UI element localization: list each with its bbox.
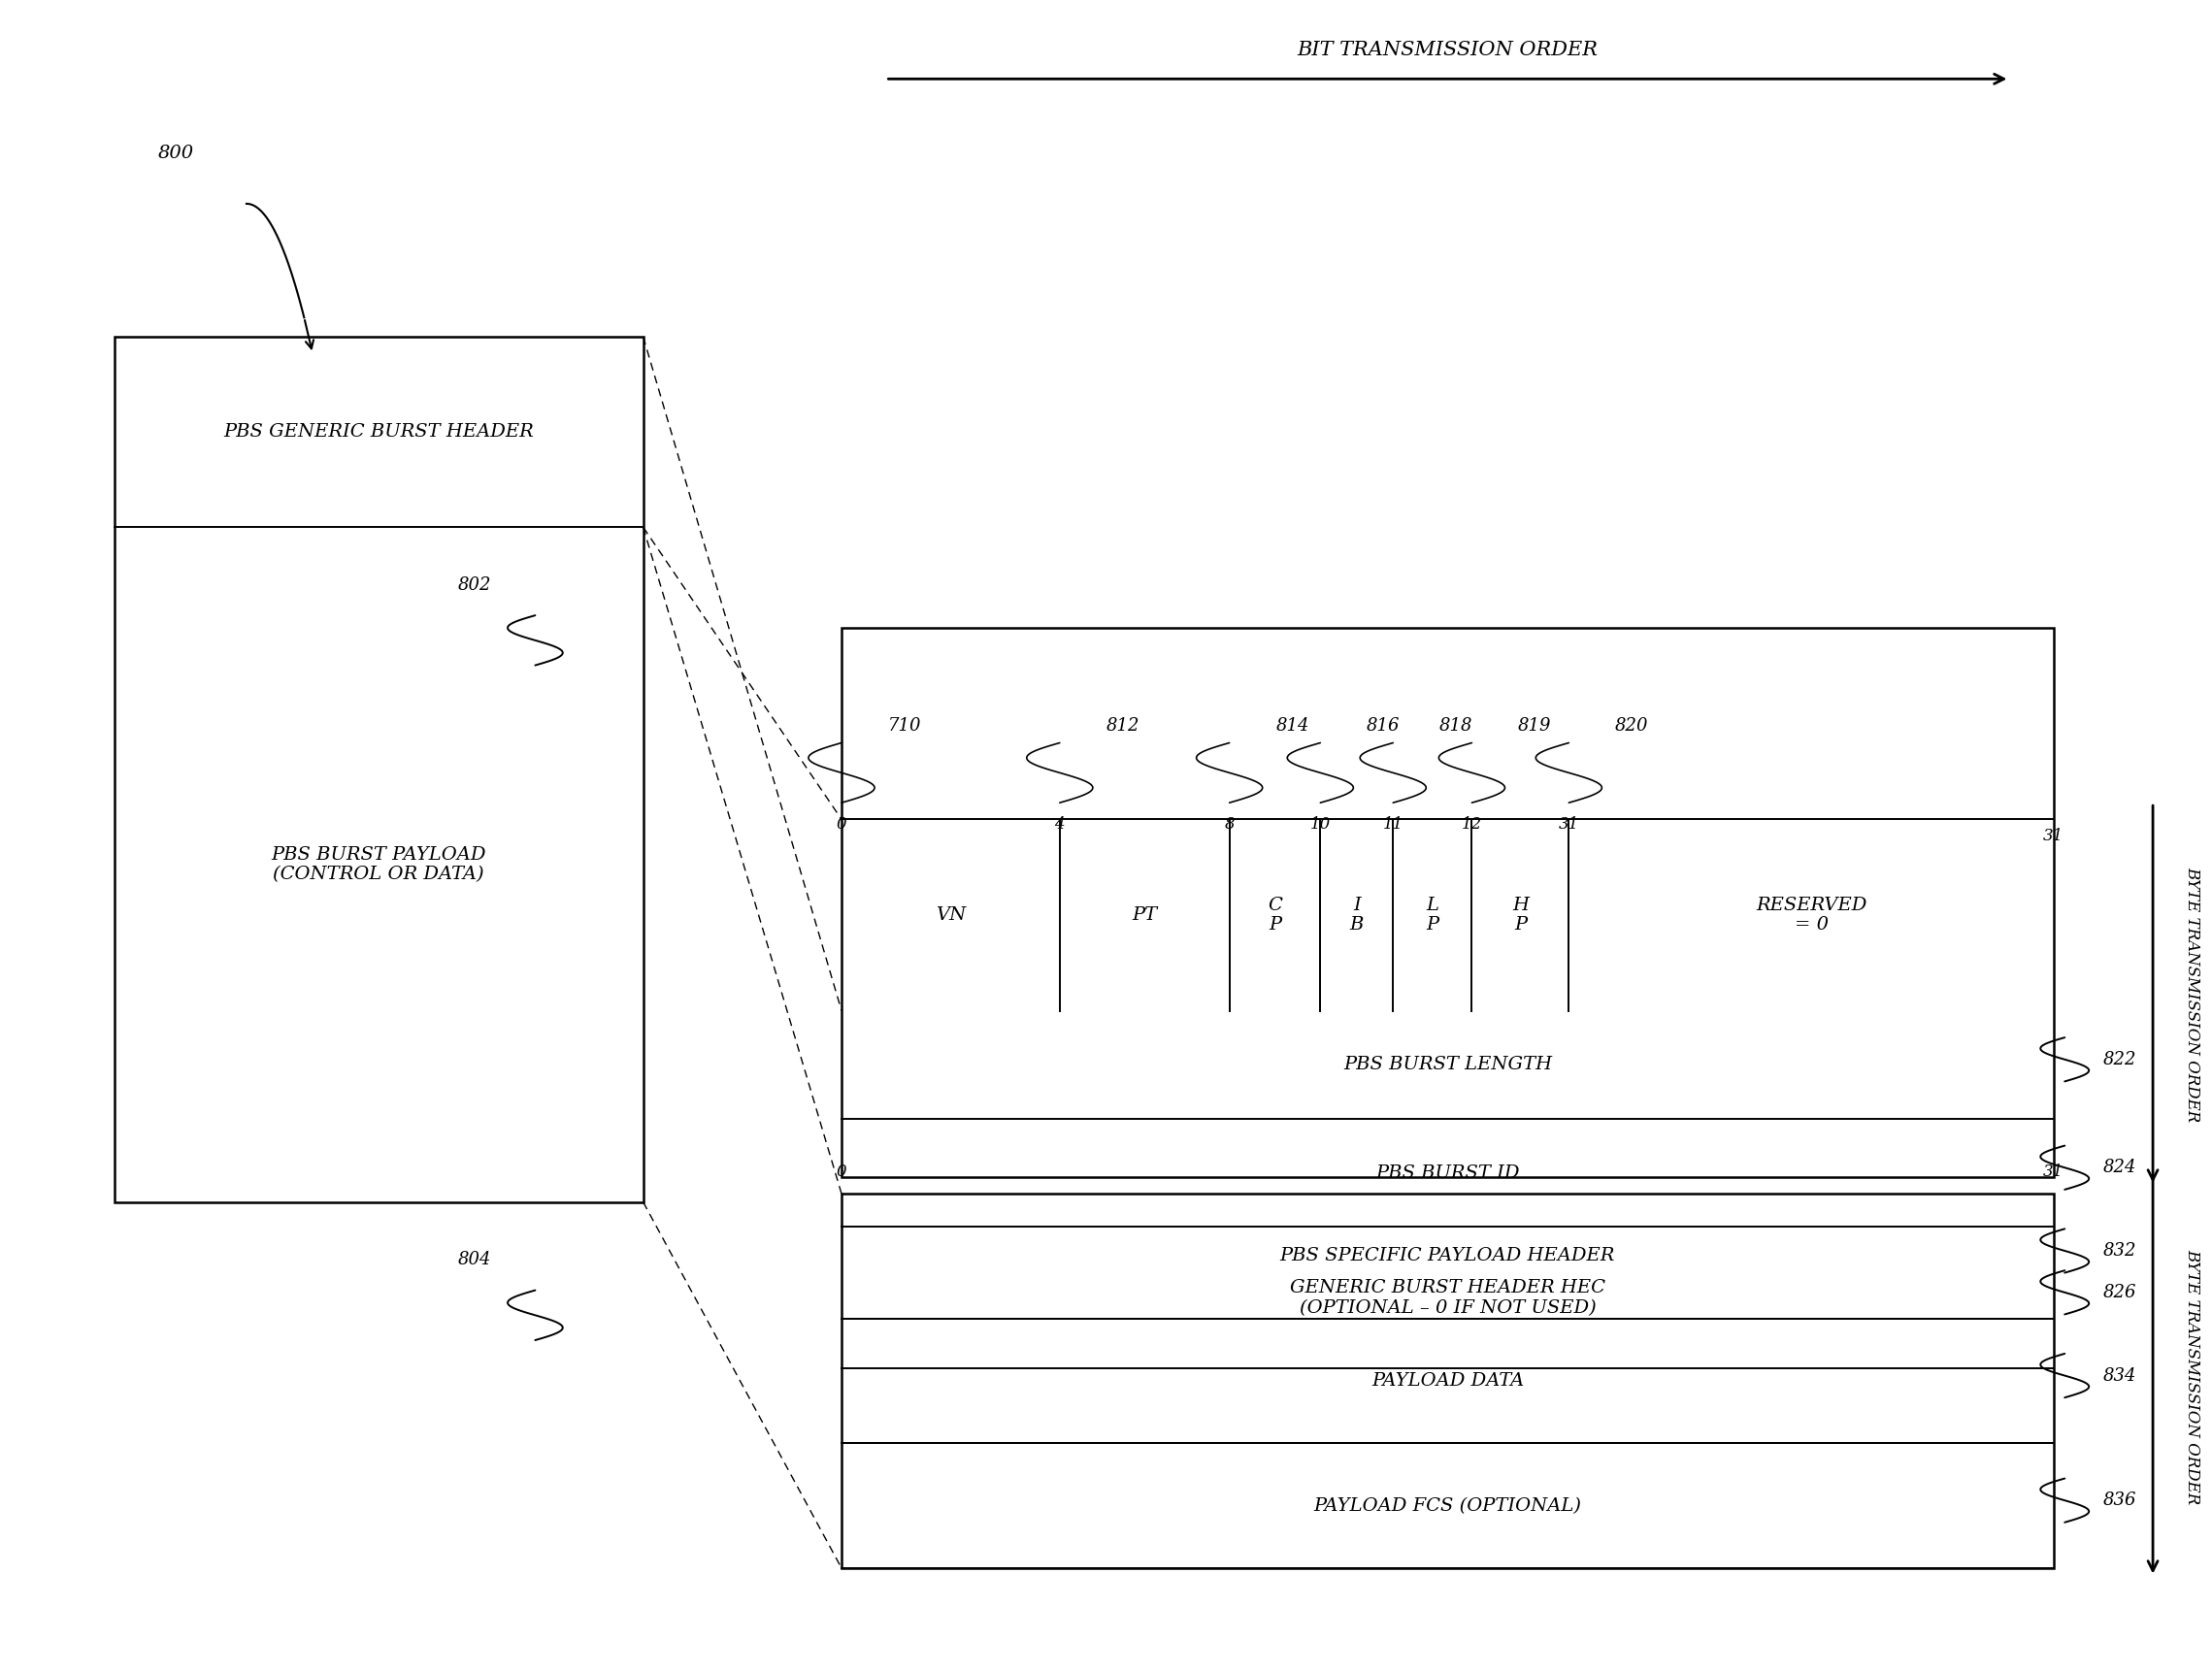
Text: 12: 12 [1462, 816, 1482, 833]
Text: 826: 826 [2104, 1284, 2137, 1301]
Text: GENERIC BURST HEADER HEC
(OPTIONAL – 0 IF NOT USED): GENERIC BURST HEADER HEC (OPTIONAL – 0 I… [1290, 1279, 1606, 1316]
Text: PBS BURST PAYLOAD
(CONTROL OR DATA): PBS BURST PAYLOAD (CONTROL OR DATA) [272, 846, 487, 883]
Text: 31: 31 [2044, 1164, 2064, 1180]
Text: 834: 834 [2104, 1368, 2137, 1384]
Text: 819: 819 [1517, 717, 1551, 734]
Text: 0: 0 [836, 1164, 847, 1180]
Text: 822: 822 [2104, 1050, 2137, 1068]
Text: PAYLOAD FCS (OPTIONAL): PAYLOAD FCS (OPTIONAL) [1314, 1496, 1582, 1515]
Text: 836: 836 [2104, 1491, 2137, 1510]
Text: 800: 800 [159, 145, 195, 162]
Text: RESERVED
= 0: RESERVED = 0 [1756, 896, 1867, 935]
Text: L
P: L P [1427, 896, 1438, 935]
Text: VN: VN [936, 906, 967, 923]
Text: PBS BURST ID: PBS BURST ID [1376, 1164, 1520, 1182]
Text: BYTE TRANSMISSION ORDER: BYTE TRANSMISSION ORDER [2183, 866, 2201, 1122]
Text: 832: 832 [2104, 1242, 2137, 1259]
Text: BIT TRANSMISSION ORDER: BIT TRANSMISSION ORDER [1296, 40, 1597, 59]
Text: PBS SPECIFIC PAYLOAD HEADER: PBS SPECIFIC PAYLOAD HEADER [1281, 1247, 1615, 1266]
Text: 812: 812 [1106, 717, 1139, 734]
Text: 824: 824 [2104, 1159, 2137, 1177]
Text: C
P: C P [1267, 896, 1283, 935]
Bar [841, 629, 2053, 1177]
Text: 0: 0 [836, 816, 847, 833]
Text: 818: 818 [1440, 717, 1473, 734]
Text: 10: 10 [1310, 816, 1332, 833]
Text: PT: PT [1133, 906, 1157, 923]
Text: PBS GENERIC BURST HEADER: PBS GENERIC BURST HEADER [223, 423, 533, 441]
Text: 4: 4 [1055, 816, 1064, 833]
Bar [841, 1194, 2053, 1568]
Text: PBS BURST LENGTH: PBS BURST LENGTH [1343, 1057, 1553, 1073]
Text: 11: 11 [1382, 816, 1402, 833]
Text: H
P: H P [1513, 896, 1528, 935]
Text: BYTE TRANSMISSION ORDER: BYTE TRANSMISSION ORDER [2183, 1249, 2201, 1505]
Text: PAYLOAD DATA: PAYLOAD DATA [1371, 1373, 1524, 1389]
Text: 816: 816 [1367, 717, 1400, 734]
Text: 31: 31 [2044, 828, 2064, 844]
Bar [115, 336, 644, 1202]
Text: 814: 814 [1276, 717, 1310, 734]
Text: 804: 804 [458, 1251, 491, 1269]
Text: 8: 8 [1223, 816, 1234, 833]
Text: I
B: I B [1349, 896, 1363, 935]
Text: 31: 31 [1559, 816, 1579, 833]
Text: 802: 802 [458, 577, 491, 594]
Text: 820: 820 [1615, 717, 1648, 734]
Text: 710: 710 [887, 717, 922, 734]
